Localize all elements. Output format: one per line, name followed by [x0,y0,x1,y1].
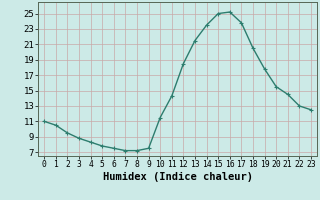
X-axis label: Humidex (Indice chaleur): Humidex (Indice chaleur) [103,172,252,182]
